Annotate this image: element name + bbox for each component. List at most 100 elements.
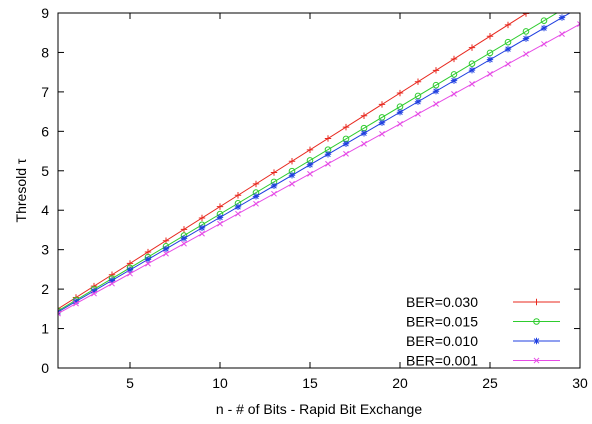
data-point (540, 17, 548, 24)
data-point (415, 110, 421, 117)
y-tick-label: 2 (41, 281, 49, 297)
data-point (163, 250, 169, 257)
data-point (522, 28, 530, 35)
legend-label: BER=0.015 (406, 314, 478, 330)
data-point (577, 0, 583, 2)
data-point (342, 140, 350, 147)
legend-marker (533, 298, 540, 306)
legend-label: BER=0.010 (406, 333, 478, 349)
legend-label: BER=0.001 (406, 353, 478, 369)
data-point (360, 112, 368, 119)
data-point (432, 81, 440, 89)
data-point (271, 190, 277, 197)
data-point (487, 71, 493, 77)
data-point (144, 256, 152, 263)
data-point (396, 89, 404, 97)
data-point (468, 44, 476, 51)
data-point (180, 226, 188, 233)
y-tick-label: 3 (41, 242, 49, 258)
data-point (577, 4, 583, 10)
data-point (414, 78, 422, 85)
data-point (433, 100, 439, 107)
legend-item-2: BER=0.010 (406, 333, 560, 349)
y-tick-label: 5 (41, 163, 49, 179)
data-point (198, 214, 206, 222)
data-point (451, 91, 457, 97)
y-tick-label: 0 (41, 360, 49, 376)
data-point (469, 81, 475, 87)
data-point (306, 146, 314, 154)
data-point (324, 151, 332, 158)
y-tick-label: 8 (41, 44, 49, 60)
data-point (162, 245, 170, 253)
data-point (73, 300, 79, 307)
data-point (486, 33, 494, 40)
x-tick-label: 15 (302, 375, 318, 391)
y-tick-label: 6 (41, 123, 49, 139)
data-point (289, 180, 295, 187)
series-3 (58, 21, 580, 317)
series-line (58, 23, 580, 315)
data-point (432, 87, 440, 95)
data-point (324, 135, 332, 142)
data-point (270, 182, 278, 190)
data-point (504, 38, 512, 46)
data-point (235, 210, 241, 217)
legend: BER=0.030 BER=0.015 BER=0.010 BER=0.001 (406, 294, 560, 369)
data-point (504, 21, 512, 29)
data-point (252, 180, 260, 188)
data-point (560, 13, 564, 14)
axis-layer: 0 1 2 3 4 5 6 7 8 9 5 10 15 20 25 30 (41, 5, 588, 391)
data-point (108, 277, 116, 284)
series-line (58, 13, 571, 313)
x-axis-label: n - # of Bits - Rapid Bit Exchange (216, 401, 422, 417)
data-point (343, 150, 349, 157)
data-point (90, 287, 98, 295)
data-point (379, 130, 385, 137)
data-point (145, 260, 151, 267)
data-point (559, 31, 565, 37)
data-point (126, 260, 134, 267)
data-point (504, 45, 512, 53)
data-point (360, 130, 368, 137)
y-tick-label: 7 (41, 84, 49, 100)
data-point (468, 60, 476, 67)
data-point (198, 224, 206, 232)
data-point (181, 240, 187, 247)
data-point (234, 192, 242, 199)
data-point (541, 0, 547, 5)
series-2 (58, 4, 583, 316)
data-point (126, 266, 134, 274)
data-point (450, 55, 458, 63)
series-1 (58, 0, 583, 315)
data-point (397, 120, 403, 127)
x-tick-label: 5 (126, 375, 134, 391)
series-line (58, 13, 528, 310)
y-tick-label: 9 (41, 5, 49, 21)
data-point (378, 119, 386, 126)
data-point (450, 71, 458, 78)
data-point (91, 290, 97, 297)
data-point (162, 237, 170, 244)
legend-label: BER=0.030 (406, 294, 478, 310)
legend-marker (533, 357, 540, 364)
data-point (378, 101, 386, 108)
data-point (396, 109, 404, 116)
data-point (127, 270, 133, 277)
data-point (361, 140, 367, 147)
data-point (325, 160, 331, 167)
data-point (288, 172, 296, 179)
data-point (217, 220, 223, 227)
data-point (541, 41, 547, 47)
data-point (540, 24, 548, 32)
legend-item-1: BER=0.015 (406, 314, 560, 330)
data-point (486, 49, 494, 57)
plot-frame (57, 12, 581, 369)
x-tick-label: 25 (482, 375, 498, 391)
data-point (288, 157, 296, 165)
data-point (216, 214, 224, 221)
data-point (252, 193, 260, 200)
data-point (577, 21, 580, 27)
legend-marker (533, 337, 540, 345)
data-point (307, 170, 313, 177)
